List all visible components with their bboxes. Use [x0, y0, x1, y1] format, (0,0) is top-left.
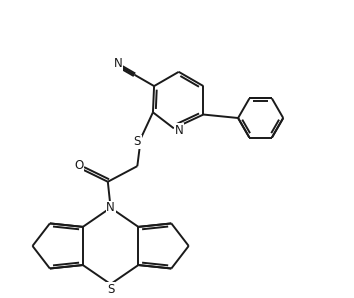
Text: S: S — [107, 283, 114, 296]
Text: O: O — [74, 159, 83, 172]
Text: S: S — [134, 135, 141, 148]
Text: N: N — [114, 57, 122, 70]
Text: N: N — [175, 124, 183, 136]
Text: N: N — [106, 201, 115, 214]
